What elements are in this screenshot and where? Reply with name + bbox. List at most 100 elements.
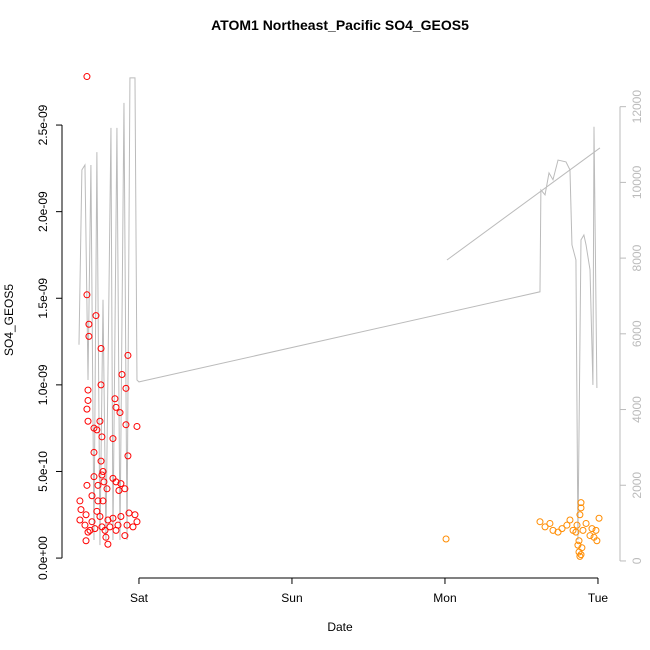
data-point xyxy=(96,417,104,425)
data-point xyxy=(83,73,91,81)
data-point xyxy=(579,526,587,534)
data-point xyxy=(99,497,107,505)
series-line xyxy=(78,77,601,546)
data-point xyxy=(575,537,583,545)
data-point xyxy=(88,518,96,526)
data-point xyxy=(122,384,130,392)
chart-title: ATOM1 Northeast_Pacific SO4_GEOS5 xyxy=(211,17,469,33)
data-point xyxy=(82,537,90,545)
data-point xyxy=(98,523,106,531)
data-point xyxy=(76,497,84,505)
data-point xyxy=(124,452,132,460)
x-tick-label: Tue xyxy=(588,591,609,605)
data-point xyxy=(112,403,120,411)
data-point xyxy=(97,457,105,465)
y-tick-label: 2.5e-09 xyxy=(36,104,50,145)
data-point xyxy=(90,448,98,456)
data-point xyxy=(84,528,92,536)
data-point xyxy=(118,370,126,378)
y2-tick-label: 8000 xyxy=(630,244,644,271)
data-point xyxy=(536,518,544,526)
data-point xyxy=(572,528,580,536)
data-point xyxy=(98,433,106,441)
x-axis-label: Date xyxy=(327,620,353,634)
data-point xyxy=(133,518,141,526)
data-point xyxy=(116,409,124,417)
y-tick-label: 1.5e-09 xyxy=(36,278,50,319)
y-tick-label: 5.0e-10 xyxy=(36,451,50,492)
data-point xyxy=(117,480,125,488)
data-point xyxy=(558,525,566,533)
data-point xyxy=(133,422,141,430)
data-point xyxy=(593,537,601,545)
data-point xyxy=(103,485,111,493)
data-point xyxy=(122,421,130,429)
data-point xyxy=(100,478,108,486)
data-point xyxy=(109,514,117,522)
data-point xyxy=(104,540,112,548)
data-point xyxy=(86,526,94,534)
data-point xyxy=(92,312,100,320)
y2-tick-label: 2000 xyxy=(630,472,644,499)
data-point xyxy=(84,386,92,394)
data-point xyxy=(93,507,101,515)
data-point xyxy=(112,478,120,486)
data-point xyxy=(90,473,98,481)
y2-tick-label: 12000 xyxy=(630,90,644,124)
x-tick-label: Sat xyxy=(130,591,149,605)
data-point xyxy=(111,395,119,403)
data-point xyxy=(106,523,114,531)
data-point xyxy=(84,396,92,404)
data-point xyxy=(76,516,84,524)
data-point xyxy=(442,535,450,543)
data-point xyxy=(554,528,562,536)
data-point xyxy=(563,521,571,529)
data-point xyxy=(99,467,107,475)
y2-tick-label: 6000 xyxy=(630,320,644,347)
data-point xyxy=(566,516,574,524)
data-point xyxy=(96,513,104,521)
y2-tick-label: 10000 xyxy=(630,165,644,199)
data-point xyxy=(94,481,102,489)
y2-tick-label: 4000 xyxy=(630,396,644,423)
x-tick-label: Sun xyxy=(281,591,302,605)
data-point xyxy=(576,552,584,560)
data-point xyxy=(83,291,91,299)
data-point xyxy=(97,344,105,352)
data-point xyxy=(124,351,132,359)
data-point xyxy=(77,506,85,514)
data-point xyxy=(573,521,581,529)
y2-tick-label: 0 xyxy=(630,557,644,564)
data-point xyxy=(115,487,123,495)
data-point xyxy=(577,551,585,559)
data-point xyxy=(93,426,101,434)
data-point xyxy=(112,526,120,534)
y-tick-label: 2.0e-09 xyxy=(36,191,50,232)
data-point xyxy=(85,332,93,340)
data-point xyxy=(121,532,129,540)
data-point xyxy=(98,471,106,479)
data-point xyxy=(109,435,117,443)
data-point xyxy=(84,417,92,425)
x-tick-label: Mon xyxy=(433,591,456,605)
data-point xyxy=(121,485,129,493)
data-point xyxy=(85,320,93,328)
data-point xyxy=(595,514,603,522)
data-point xyxy=(82,511,90,519)
data-point xyxy=(577,504,585,512)
data-point xyxy=(578,544,586,552)
data-point xyxy=(577,499,585,507)
data-point xyxy=(102,533,110,541)
data-point xyxy=(588,525,596,533)
data-point xyxy=(91,525,99,533)
y-tick-label: 1.0e-09 xyxy=(36,364,50,405)
data-point xyxy=(94,497,102,505)
data-point xyxy=(129,523,137,531)
data-point xyxy=(582,519,590,527)
data-point xyxy=(592,526,600,534)
data-point xyxy=(117,513,125,521)
y-axis-label: SO4_GEOS5 xyxy=(2,284,16,356)
data-point xyxy=(83,481,91,489)
data-point xyxy=(541,523,549,531)
